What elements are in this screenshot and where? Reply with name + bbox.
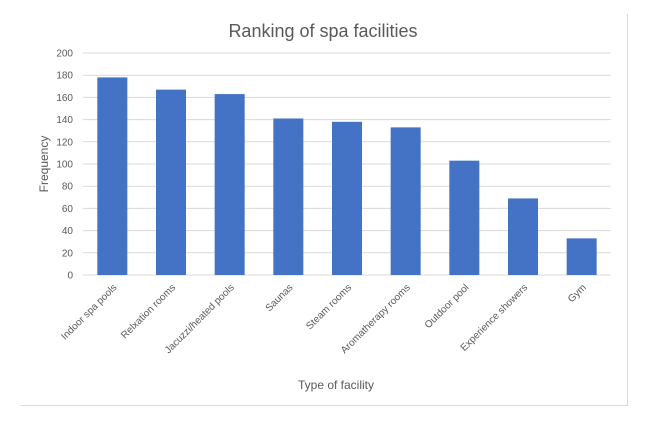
y-axis-title: Frequency — [37, 136, 51, 193]
bars — [97, 77, 597, 276]
y-tick-label: 100 — [56, 160, 73, 171]
y-tick-label: 180 — [56, 71, 73, 82]
bar — [97, 77, 128, 275]
y-axis-ticks: 0 20 40 60 80 100 120 140 160 180 200 — [56, 49, 73, 282]
x-category-label: Indoor spa pools — [59, 282, 119, 342]
y-tick-label: 20 — [62, 248, 74, 259]
bar — [273, 118, 304, 276]
y-tick-label: 120 — [56, 137, 73, 148]
chart-frame — [21, 14, 628, 406]
y-tick-label: 80 — [62, 182, 74, 193]
x-category-label: Relxation rooms — [119, 282, 178, 341]
bar — [332, 121, 362, 275]
y-tick-label: 200 — [56, 49, 73, 60]
x-category-label: Experience showers — [459, 282, 530, 353]
y-tick-label: 40 — [62, 226, 74, 237]
bar — [566, 238, 597, 275]
chart-title: Ranking of spa facilities — [228, 21, 417, 41]
x-category-label: Gym — [566, 282, 589, 305]
bar — [508, 198, 538, 275]
bar — [156, 89, 186, 275]
bar — [390, 127, 421, 276]
y-tick-label: 140 — [56, 115, 73, 126]
y-tick-label: 60 — [62, 204, 74, 215]
x-axis-title: Type of facility — [298, 378, 374, 392]
bar — [449, 160, 480, 275]
bar — [214, 94, 245, 275]
y-tick-label: 160 — [56, 93, 73, 104]
x-axis-categories: Indoor spa pools Relxation roomsJacuzzi/h… — [59, 282, 588, 356]
x-category-label: Steam rooms — [304, 282, 354, 332]
x-category-label: Saunas — [264, 282, 296, 314]
y-tick-label: 0 — [67, 271, 73, 282]
x-category-label: Outdoor pool — [423, 282, 472, 331]
